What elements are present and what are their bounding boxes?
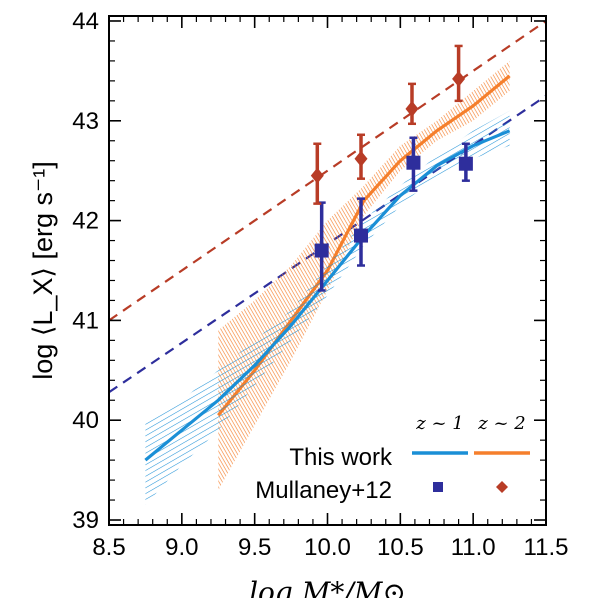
legend-header-z1: z ~ 1 xyxy=(415,413,463,434)
this-work-z2-band xyxy=(218,60,510,491)
mullaney-z1-point xyxy=(354,228,369,243)
legend-marker-z1 xyxy=(433,482,443,492)
legend-marker-z2 xyxy=(496,481,508,493)
x-tick-label: 9.5 xyxy=(238,534,271,561)
legend: z ~ 1 z ~ 2 This work Mullaney+12 xyxy=(255,413,530,504)
mullaney-z2-point xyxy=(310,167,324,184)
y-tick-label: 39 xyxy=(72,507,99,534)
legend-label-mullaney: Mullaney+12 xyxy=(255,477,392,504)
mullaney-z2-point xyxy=(405,100,419,117)
legend-header-z2: z ~ 2 xyxy=(477,413,525,434)
x-tick-label: 11.0 xyxy=(451,534,496,561)
mullaney-z2-fit-line xyxy=(109,20,546,322)
y-tick-label: 44 xyxy=(72,8,99,35)
mullaney-z1-point xyxy=(458,156,473,171)
y-axis-label: log ⟨L_X⟩ [erg s⁻¹] xyxy=(28,161,58,379)
y-tick-label: 41 xyxy=(72,307,99,334)
this-work-z1-band xyxy=(145,110,510,506)
y-tick-label: 42 xyxy=(72,208,99,235)
x-tick-label: 10.0 xyxy=(304,534,351,561)
mullaney-z1-point xyxy=(314,243,329,258)
data-points xyxy=(310,44,473,292)
x-tick-label: 10.5 xyxy=(377,534,424,561)
x-tick-label: 11.5 xyxy=(524,534,569,561)
x-axis-label: log M*/M⊙ xyxy=(249,576,406,598)
mullaney-z2-point xyxy=(354,150,368,167)
x-tick-label: 9.0 xyxy=(165,534,198,561)
x-tick-label: 8.5 xyxy=(92,534,125,561)
this-work-z1-line xyxy=(144,129,511,462)
y-tick-label: 40 xyxy=(72,407,99,434)
mullaney-z1-point xyxy=(406,155,421,170)
mullaney-z2-point xyxy=(452,70,466,87)
legend-label-this-work: This work xyxy=(289,444,393,471)
axes: 8.5 9.0 9.5 10.0 10.5 11.0 11.5 39 40 41 42 43 44 log… xyxy=(28,8,568,598)
y-tick-label: 43 xyxy=(72,108,99,135)
